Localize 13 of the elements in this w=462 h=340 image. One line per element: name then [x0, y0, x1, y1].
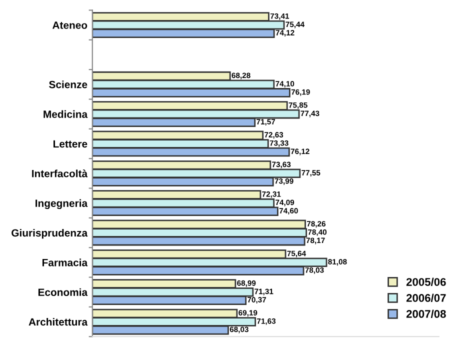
y-tick-label: Scienze — [49, 80, 88, 88]
legend-label: 2006/07 — [406, 294, 446, 302]
legend-label: 2007/08 — [406, 310, 446, 318]
y-tick-label: Giurisprudenza — [12, 228, 88, 239]
y-tick-label: Lettere — [54, 140, 88, 148]
y-tick-label: Ingegneria — [36, 199, 88, 210]
legend-label: 2005/06 — [406, 278, 446, 286]
y-tick-label: Farmacia — [42, 258, 88, 266]
y-tick-label: Economia — [38, 288, 88, 296]
y-tick-label: Ateneo — [52, 22, 88, 29]
y-tick-label: Medicina — [44, 110, 88, 118]
y-tick-label: Architettura — [28, 318, 88, 326]
y-tick-label: Interfacoltà — [32, 170, 88, 178]
